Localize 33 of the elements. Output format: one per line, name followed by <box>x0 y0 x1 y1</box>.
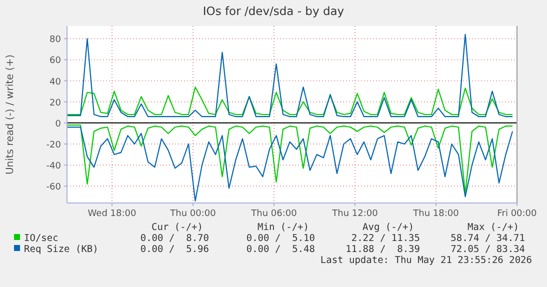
x-tick-label: Thu 06:00 <box>250 209 298 219</box>
text: Cur (-/+) <box>152 222 203 233</box>
text: Last update: Thu May 21 23:55:26 2026 <box>320 255 532 266</box>
x-tick-label: Wed 18:00 <box>88 209 136 219</box>
y-tick-label: 0 <box>55 119 62 130</box>
text: Max (-/+) <box>468 222 519 233</box>
text: Min (-/+) <box>258 222 309 233</box>
text: 0.00 / 5.96 <box>140 244 210 255</box>
x-tick-label: Thu 12:00 <box>331 209 378 219</box>
y-tick-label: -40 <box>46 162 62 172</box>
y-tick-label: 60 <box>50 56 62 66</box>
line-series <box>66 34 514 118</box>
y-tick-label: 80 <box>50 35 62 46</box>
y-tick-label: -60 <box>46 182 62 193</box>
y-tick-label: 40 <box>50 77 62 88</box>
chart-title: IOs for /dev/sda - by day <box>202 4 344 18</box>
y-tick-label: 20 <box>50 98 62 108</box>
text: 72.05 / 83.34 <box>450 244 526 255</box>
text: 58.74 / 34.71 <box>450 233 526 244</box>
line-series <box>66 86 514 116</box>
text: 0.00 / 5.48 <box>246 244 316 255</box>
text: 0.00 / 5.10 <box>246 233 316 244</box>
text: 2.22 / 11.35 <box>351 233 420 244</box>
y-tick-label: -20 <box>46 140 62 150</box>
x-tick-label: Thu 18:00 <box>412 209 460 219</box>
legend-label: IO/sec <box>24 233 58 244</box>
x-tick-label: Thu 00:00 <box>169 209 216 219</box>
legend-label: Req Size (KB) <box>24 244 98 255</box>
text: 11.88 / 8.39 <box>346 244 420 255</box>
text: Avg (-/+) <box>362 222 414 233</box>
text: 0.00 / 8.70 <box>140 233 210 244</box>
y-axis-title: Units read (-) / write (+) <box>5 54 16 175</box>
x-tick-label: Fri 00:00 <box>497 209 538 219</box>
